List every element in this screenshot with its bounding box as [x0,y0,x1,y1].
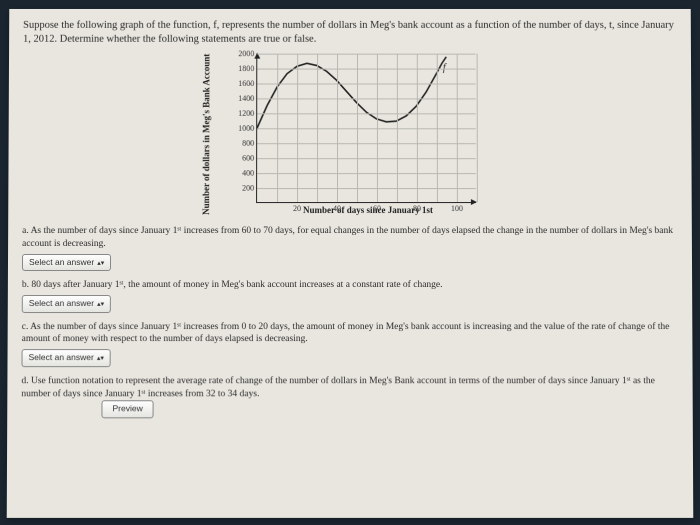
gridline-v [297,54,298,202]
gridline-v [437,54,438,202]
select-answer-b[interactable]: Select an answer▴▾ [22,295,111,312]
question-a: a. As the number of days since January 1… [22,225,678,271]
y-tick: 400 [242,169,257,178]
question-d-text: d. Use function notation to represent th… [21,376,655,399]
gridline-v [337,54,338,202]
gridline-h [257,129,476,130]
question-c: c. As the number of days since January 1… [22,321,679,367]
y-tick: 1600 [238,79,257,88]
gridline-h [257,158,476,159]
gridline-v [417,54,418,202]
gridline-h [257,84,475,85]
question-c-text: c. As the number of days since January 1… [22,322,670,345]
y-tick: 1000 [238,124,257,133]
gridline-v [377,54,378,202]
plot-area: f 20040060080010001200140016001800200020… [256,54,476,203]
y-tick: 2000 [238,49,257,58]
x-tick: 100 [451,202,463,213]
select-answer-c[interactable]: Select an answer▴▾ [22,349,111,367]
y-tick: 1400 [238,94,257,103]
question-b: b. 80 days after January 1ˢᵗ, the amount… [22,279,678,312]
worksheet-page: Suppose the following graph of the funct… [7,9,694,518]
x-axis-label: Number of days since January 1st [256,205,480,215]
gridline-h [257,114,476,115]
gridline-v [357,54,358,202]
question-b-text: b. 80 days after January 1ˢᵗ, the amount… [22,280,443,290]
select-label: Select an answer [29,257,94,267]
chart-container: Number of dollars in Meg's Bank Account … [220,54,480,215]
y-tick: 200 [242,184,257,193]
gridline-v [317,54,318,202]
updown-icon: ▴▾ [97,301,104,308]
updown-icon: ▴▾ [97,260,104,267]
problem-intro: Suppose the following graph of the funct… [23,19,677,46]
select-label: Select an answer [29,298,94,308]
gridline-h [257,188,476,189]
preview-label: Preview [112,404,142,414]
updown-icon: ▴▾ [97,355,104,362]
y-tick: 600 [242,154,257,163]
x-tick: 40 [333,202,341,213]
select-label: Select an answer [29,352,94,362]
gridline-h [257,99,475,100]
select-answer-a[interactable]: Select an answer▴▾ [22,254,111,271]
x-tick: 80 [413,202,421,213]
gridline-h [257,54,475,55]
intro-line-1: Suppose the following graph of the funct… [23,20,674,31]
x-tick: 20 [293,202,301,213]
gridline-v [477,54,478,202]
y-tick: 1200 [238,109,257,118]
question-d: d. Use function notation to represent th… [21,375,678,418]
y-axis-label: Number of dollars in Meg's Bank Account [201,54,211,215]
x-tick: 60 [373,202,381,213]
gridline-v [277,54,278,202]
questions-block: a. As the number of days since January 1… [21,225,678,418]
intro-line-2: 1, 2012. Determine whether the following… [23,33,316,44]
y-tick: 800 [242,139,257,148]
gridline-h [257,69,475,70]
gridline-h [257,173,476,174]
preview-button[interactable]: Preview [101,401,153,419]
y-tick: 1800 [238,64,257,73]
gridline-v [397,54,398,202]
question-a-text: a. As the number of days since January 1… [22,226,673,249]
gridline-h [257,144,476,145]
